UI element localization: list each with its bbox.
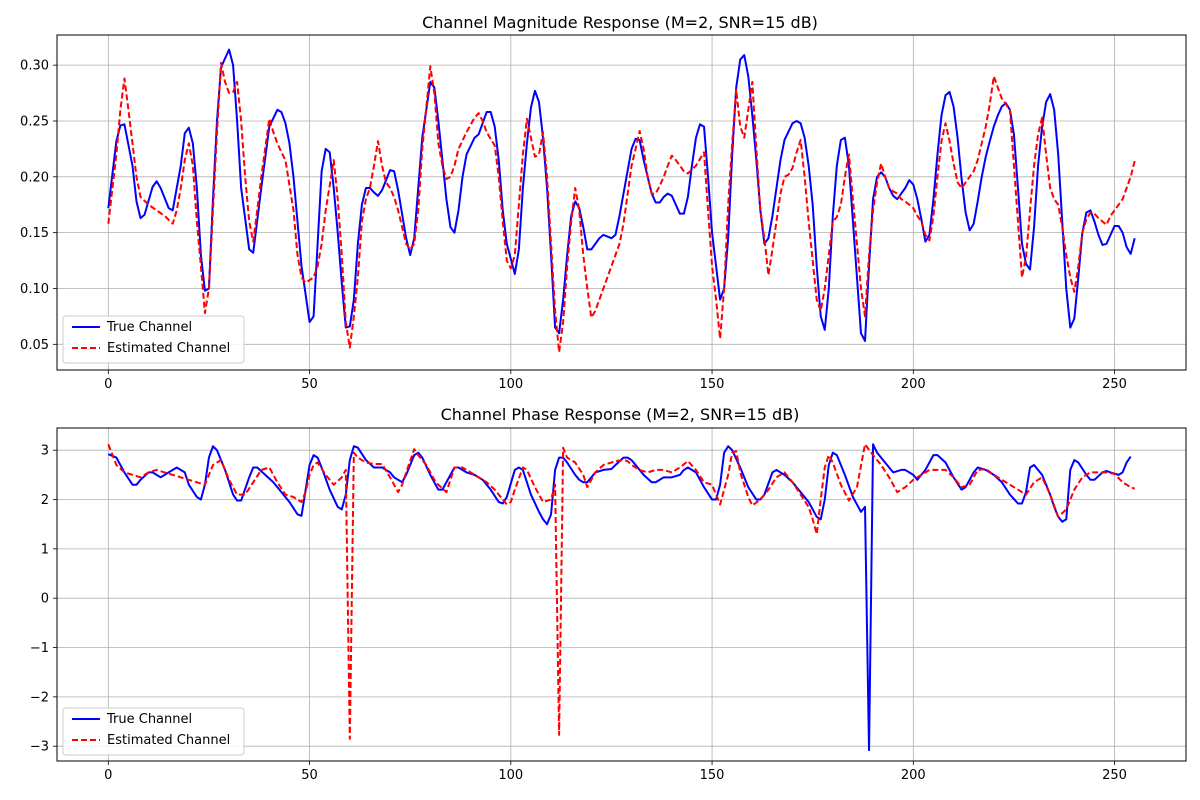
- magnitude-series-estimated-line: [107, 61, 1136, 354]
- phase-y-tick-label: 3: [41, 444, 49, 459]
- phase-x-tick-label: 250: [1102, 768, 1127, 783]
- phase-y-tick-label: −1: [30, 641, 49, 656]
- magnitude-x-tick-label: 100: [498, 377, 523, 392]
- magnitude-y-tick-label: 0.10: [20, 282, 49, 297]
- phase-x-tick-label: 0: [104, 768, 112, 783]
- magnitude-plot-frame: [56, 34, 1187, 371]
- magnitude-series-true-line: [107, 48, 1136, 342]
- magnitude-y-tick-label: 0.25: [20, 114, 49, 129]
- magnitude-x-tick-label: 250: [1102, 377, 1127, 392]
- magnitude-y-tick-label: 0.05: [20, 338, 49, 353]
- phase-axes: 0 50 100 150 200 250 −3 −2 −1 0 1 2 3: [30, 444, 1127, 783]
- phase-legend-box: [62, 707, 245, 756]
- phase-y-tick-label: −3: [30, 740, 49, 755]
- phase-legend: True Channel Estimated Channel: [62, 707, 245, 756]
- magnitude-series-layer: [107, 48, 1136, 354]
- magnitude-subplot: Channel Magnitude Response (M=2, SNR=15 …: [20, 13, 1187, 392]
- phase-series-layer: [107, 443, 1136, 752]
- phase-grid: [57, 428, 1186, 761]
- magnitude-legend-box: [62, 315, 245, 364]
- phase-series-true-line: [107, 443, 1132, 752]
- magnitude-legend-estimated-label: Estimated Channel: [107, 341, 230, 356]
- magnitude-y-tick-label: 0.15: [20, 226, 49, 241]
- magnitude-x-tick-label: 150: [700, 377, 725, 392]
- phase-y-tick-label: 0: [41, 592, 49, 607]
- phase-plot-frame: [56, 427, 1187, 762]
- magnitude-x-tick-label: 50: [301, 377, 318, 392]
- phase-x-tick-label: 150: [700, 768, 725, 783]
- phase-legend-estimated-label: Estimated Channel: [107, 733, 230, 748]
- magnitude-x-tick-label: 200: [901, 377, 926, 392]
- phase-x-tick-label: 200: [901, 768, 926, 783]
- magnitude-chart-title: Channel Magnitude Response (M=2, SNR=15 …: [422, 13, 818, 32]
- phase-legend-true-label: True Channel: [106, 712, 192, 727]
- phase-subplot: Channel Phase Response (M=2, SNR=15 dB) …: [30, 405, 1187, 783]
- phase-y-tick-label: 1: [41, 542, 49, 557]
- magnitude-y-tick-label: 0.20: [20, 170, 49, 185]
- magnitude-legend: True Channel Estimated Channel: [62, 315, 245, 364]
- phase-x-tick-label: 100: [498, 768, 523, 783]
- magnitude-y-tick-label: 0.30: [20, 59, 49, 74]
- phase-y-tick-label: 2: [41, 493, 49, 508]
- phase-x-tick-label: 50: [301, 768, 318, 783]
- phase-y-tick-label: −2: [30, 690, 49, 705]
- phase-chart-title: Channel Phase Response (M=2, SNR=15 dB): [441, 405, 800, 424]
- magnitude-axes: 0 50 100 150 200 250 0.05 0.10 0.15 0.20 0.25 0.30: [20, 59, 1127, 392]
- magnitude-x-tick-label: 0: [104, 377, 112, 392]
- phase-series-estimated-line: [107, 443, 1136, 740]
- magnitude-legend-true-label: True Channel: [106, 320, 192, 335]
- magnitude-grid: [57, 35, 1186, 370]
